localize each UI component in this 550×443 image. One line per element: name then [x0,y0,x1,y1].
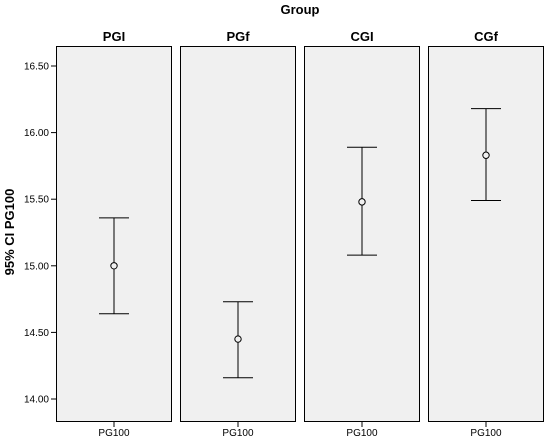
chart-layer: 14.00 14.50 15.00 15.50 16.00 16.50 PGI PG100 PG… [24,29,544,439]
mean-point [110,262,118,270]
y-tick-label: 15.00 [24,261,49,272]
x-tick-label: PG100 [98,428,130,438]
y-axis-label: 95% CI PG100 [2,189,17,276]
panel-header-label: CGf [474,29,499,44]
mean-point [234,335,242,343]
panel-header-label: PGf [226,29,250,44]
y-tick-label: 15.50 [24,195,49,206]
y-tick-label: 16.50 [24,62,49,73]
x-tick-label: PG100 [470,428,502,438]
panel-header-label: PGI [103,29,125,44]
y-tick-label: 14.50 [24,328,49,339]
x-tick-label: PG100 [346,428,378,438]
panel-header-label: CGI [350,29,373,44]
chart-title: Group [281,2,320,17]
y-tick-label: 14.00 [24,395,49,406]
mean-point [482,151,490,159]
x-tick-label: PG100 [222,428,254,438]
panel-background [428,46,544,422]
mean-point [358,198,366,206]
y-tick-label: 16.00 [24,128,49,139]
